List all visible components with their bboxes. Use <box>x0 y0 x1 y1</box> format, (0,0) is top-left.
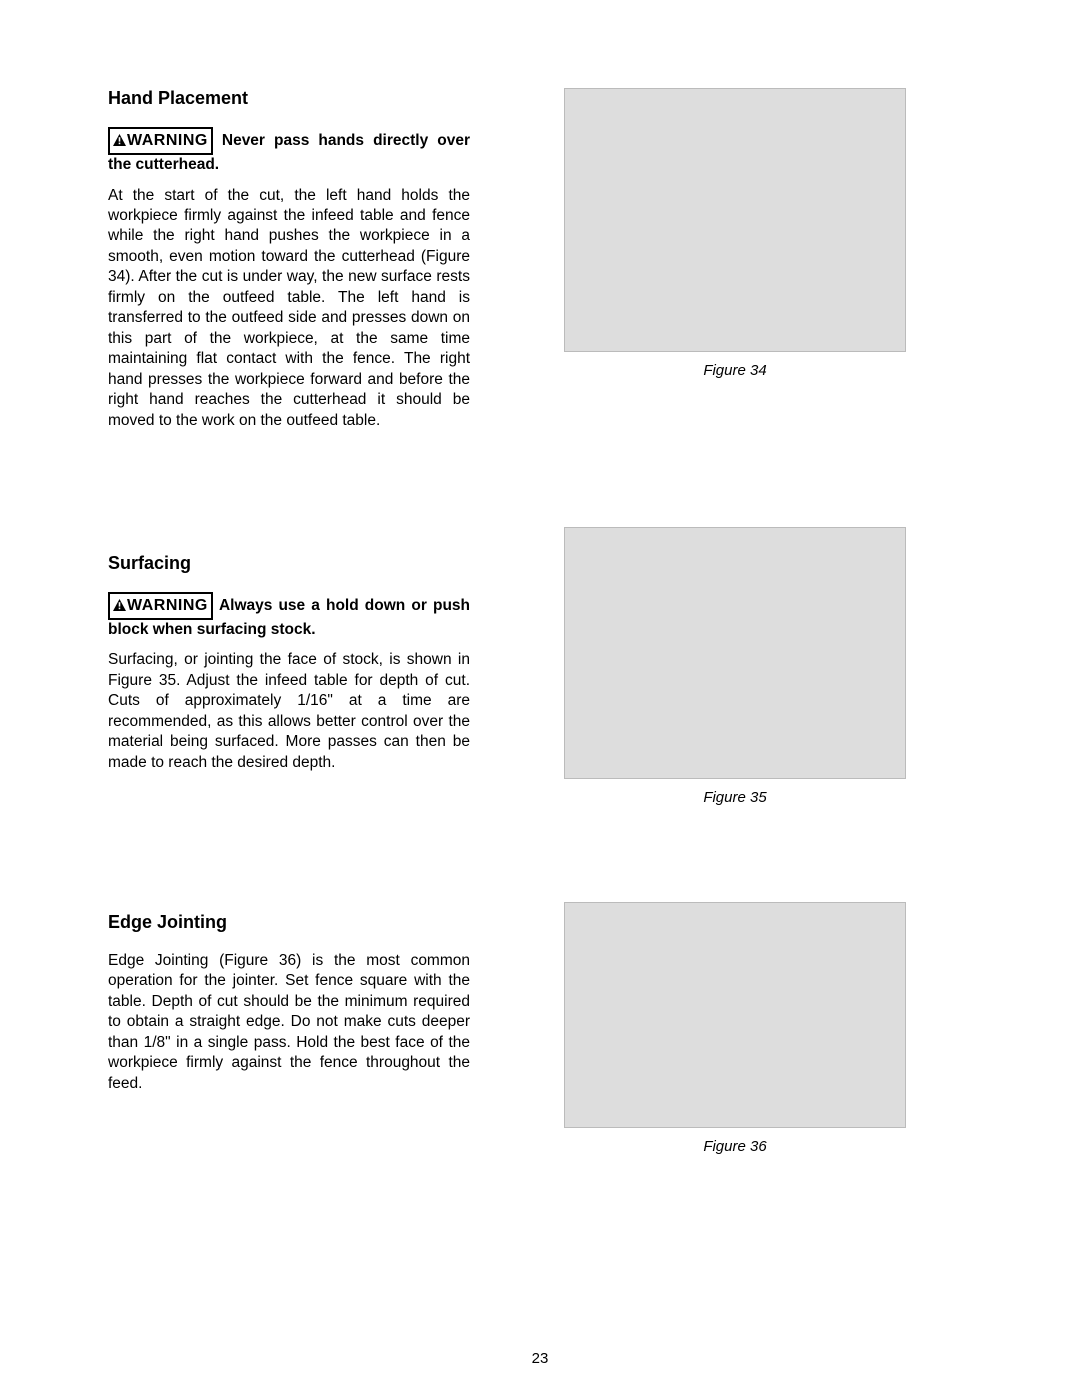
text-column: Surfacing WARNING Always use a hold down… <box>108 527 470 773</box>
alert-triangle-icon <box>113 599 126 611</box>
warning-paragraph: WARNING Always use a hold down or push b… <box>108 592 470 641</box>
body-paragraph: At the start of the cut, the left hand h… <box>108 186 470 431</box>
section-edge-jointing: Edge Jointing Edge Jointing (Figure 36) … <box>108 902 972 1155</box>
section-heading: Surfacing <box>108 553 470 574</box>
warning-label: WARNING <box>127 597 208 614</box>
figure-column: Figure 35 <box>498 527 972 806</box>
warning-paragraph: WARNING Never pass hands directly over t… <box>108 127 470 176</box>
figure-column: Figure 34 <box>498 88 972 379</box>
warning-label: WARNING <box>127 132 208 149</box>
figure-image <box>564 902 906 1128</box>
section-surfacing: Surfacing WARNING Always use a hold down… <box>108 527 972 806</box>
figure-column: Figure 36 <box>498 902 972 1155</box>
section-heading: Edge Jointing <box>108 912 470 933</box>
alert-triangle-icon <box>113 134 126 146</box>
text-column: Hand Placement WARNING Never pass hands … <box>108 88 470 431</box>
warning-badge: WARNING <box>108 592 213 620</box>
page-number: 23 <box>0 1350 1080 1367</box>
text-column: Edge Jointing Edge Jointing (Figure 36) … <box>108 902 470 1094</box>
body-paragraph: Edge Jointing (Figure 36) is the most co… <box>108 951 470 1094</box>
figure-caption: Figure 36 <box>703 1138 766 1155</box>
figure-caption: Figure 35 <box>703 789 766 806</box>
figure-image <box>564 527 906 779</box>
body-paragraph: Surfacing, or jointing the face of stock… <box>108 650 470 773</box>
figure-image <box>564 88 906 352</box>
warning-badge: WARNING <box>108 127 213 155</box>
section-heading: Hand Placement <box>108 88 470 109</box>
manual-page: Hand Placement WARNING Never pass hands … <box>0 0 1080 1397</box>
figure-caption: Figure 34 <box>703 362 766 379</box>
section-hand-placement: Hand Placement WARNING Never pass hands … <box>108 88 972 431</box>
